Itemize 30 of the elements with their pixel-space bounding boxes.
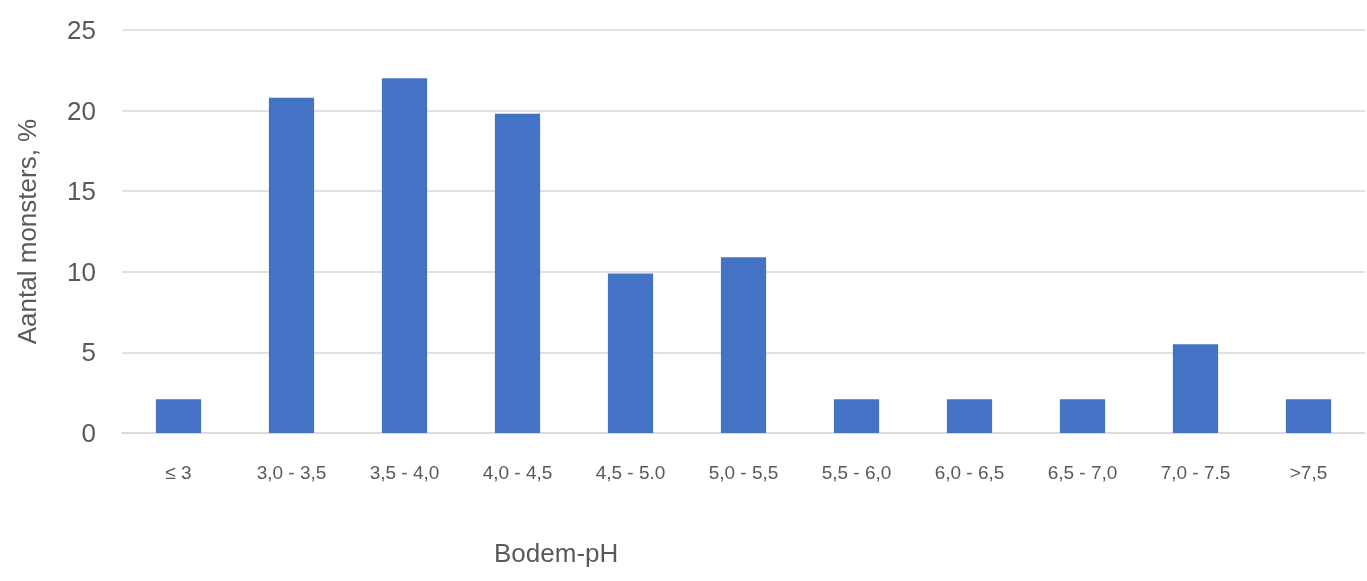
- bar: [720, 257, 767, 433]
- y-tick-label: 0: [81, 418, 96, 448]
- bar: [1285, 399, 1332, 433]
- x-tick-label: 4,5 - 5.0: [595, 462, 666, 483]
- x-tick-label: 3,0 - 3,5: [256, 462, 327, 483]
- bar: [155, 399, 202, 433]
- bar: [1172, 344, 1219, 433]
- bar: [381, 78, 428, 433]
- y-axis-title: Aantal monsters, %: [12, 118, 42, 345]
- x-tick-label: 5,5 - 6,0: [821, 462, 892, 483]
- y-tick-label: 25: [67, 15, 96, 45]
- x-tick-label: 7,0 - 7.5: [1160, 462, 1231, 483]
- bar: [494, 113, 541, 433]
- x-tick-label: 4,0 - 4,5: [482, 462, 553, 483]
- x-axis-title: Bodem-pH: [494, 538, 619, 568]
- x-tick-label: ≤ 3: [165, 462, 192, 483]
- bar: [607, 273, 654, 433]
- bar: [268, 97, 315, 433]
- y-tick-label: 10: [67, 256, 96, 287]
- y-tick-label: 20: [67, 95, 96, 126]
- y-tick-label: 5: [81, 337, 96, 368]
- bar: [946, 399, 993, 433]
- x-tick-label: 5,0 - 5,5: [708, 462, 779, 483]
- x-tick-label: >7,5: [1289, 462, 1328, 483]
- x-tick-label: 3,5 - 4,0: [369, 462, 440, 483]
- bar: [833, 399, 880, 433]
- x-tick-label: 6,0 - 6,5: [934, 462, 1005, 483]
- y-tick-label: 15: [67, 176, 96, 207]
- bar: [1059, 399, 1106, 433]
- x-tick-label: 6,5 - 7,0: [1047, 462, 1118, 483]
